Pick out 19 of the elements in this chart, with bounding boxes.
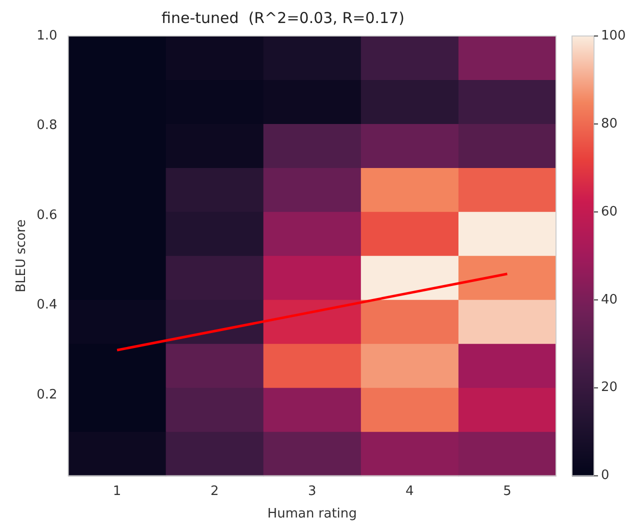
y-tick-label: 0.8 xyxy=(36,118,58,134)
y-axis-title: BLEU score xyxy=(14,219,30,292)
x-tick-label: 3 xyxy=(308,484,316,499)
y-tick-label: 0.2 xyxy=(36,387,58,402)
color-bar-label: 0 xyxy=(601,468,610,484)
y-tick-label: 1.0 xyxy=(36,28,58,44)
x-tick-label: 1 xyxy=(112,484,122,499)
y-tick-label: 0.4 xyxy=(36,298,58,313)
x-axis-title: Human rating xyxy=(267,506,357,522)
x-tick-label: 2 xyxy=(210,484,219,499)
color-bar-label: 60 xyxy=(601,204,618,220)
color-bar-label: 80 xyxy=(601,116,618,132)
x-tick-label: 5 xyxy=(503,484,512,499)
chart-title: fine-tuned (R^2=0.03, R=0.17) xyxy=(162,8,404,27)
y-tick-label: 0.6 xyxy=(36,208,58,223)
color-bar-label: 100 xyxy=(601,28,626,44)
color-bar-label: 40 xyxy=(601,292,618,308)
color-bar-label: 20 xyxy=(601,380,618,396)
x-tick-label: 4 xyxy=(406,484,414,499)
